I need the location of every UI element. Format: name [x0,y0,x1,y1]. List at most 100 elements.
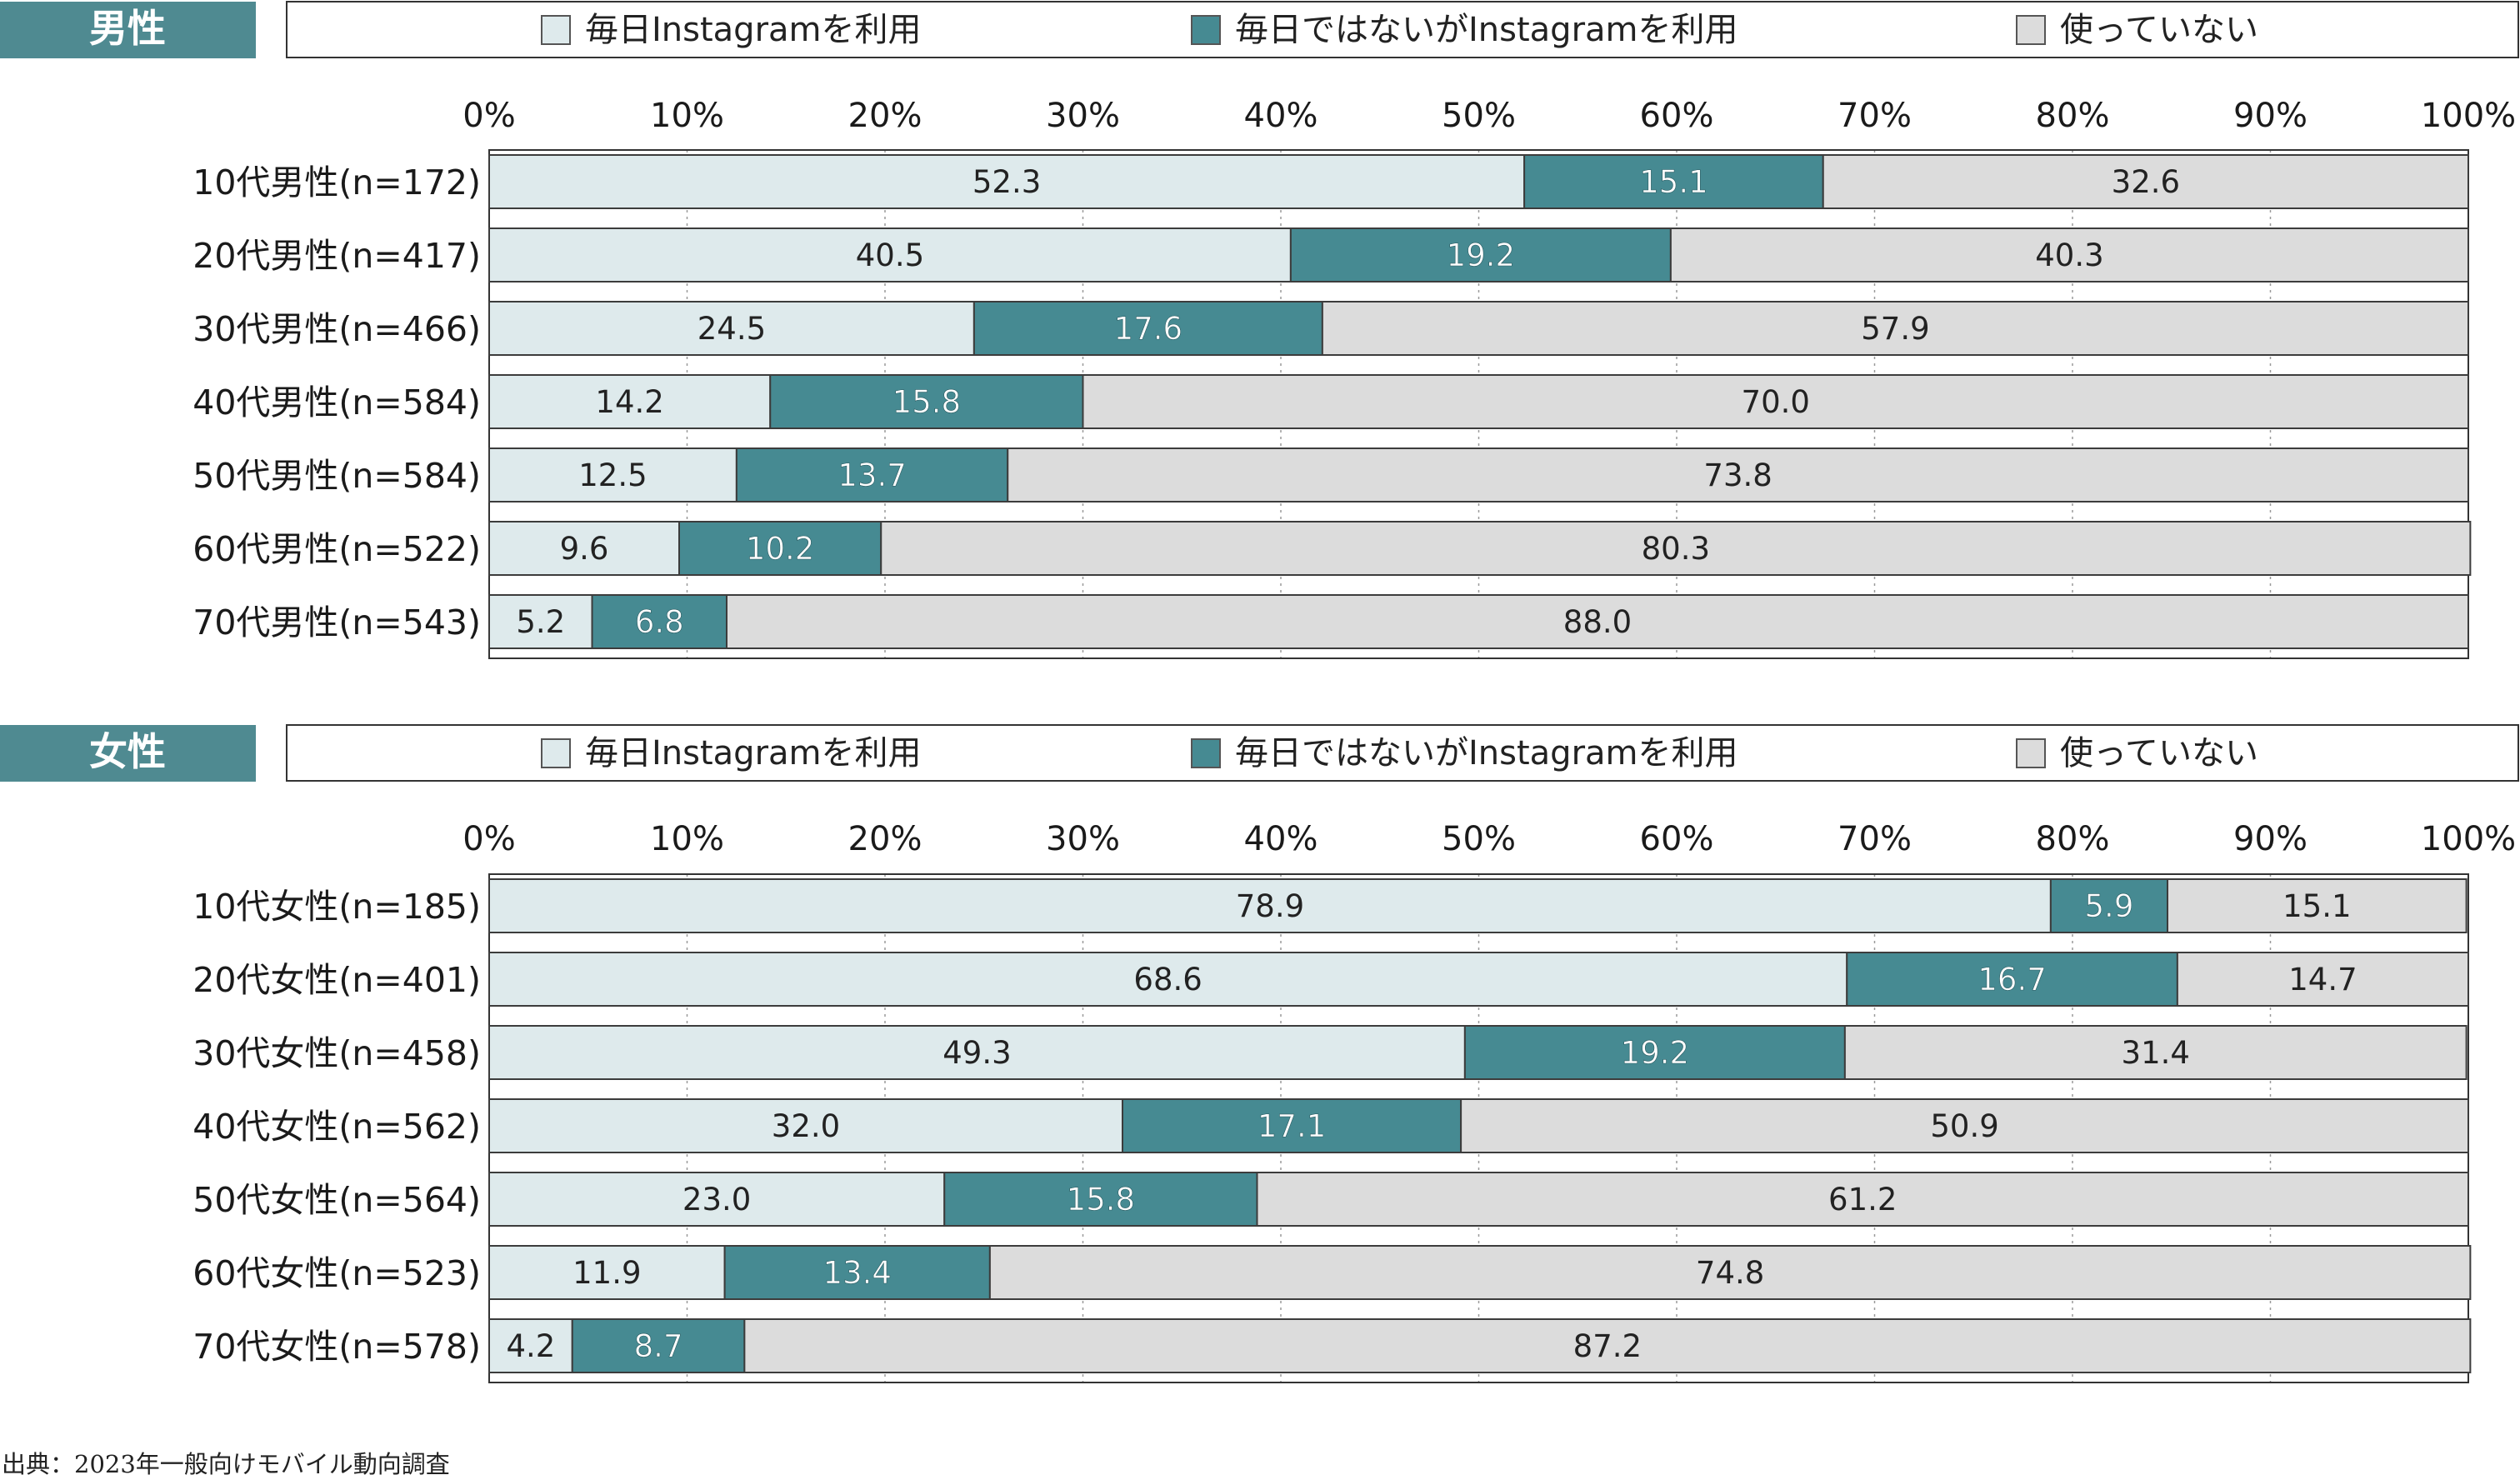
data-label: 70.0 [1742,384,1810,420]
tick-label: 40% [1244,97,1318,135]
tick-label: 60% [1640,97,1714,135]
bar-segment [1463,1025,1846,1080]
legend-swatch [1191,15,1221,45]
data-label: 6.8 [635,604,684,640]
chart-panel-0: 男性 毎日Instagramを利用 毎日ではないがInstagramを利用 使っていな… [0,1,2519,659]
bar-segment [488,1098,1123,1153]
data-label: 78.9 [1236,888,1304,924]
data-label: 87.2 [1573,1328,1642,1364]
tick-label: 60% [1640,820,1714,858]
data-label: 5.9 [2085,888,2134,924]
data-label: 12.5 [578,458,647,493]
legend-swatch [1191,738,1221,768]
legend-swatch [541,15,571,45]
data-label: 19.2 [1447,238,1515,273]
tick-label: 40% [1244,820,1318,858]
bar-segment [571,1318,746,1373]
tick-label: 50% [1442,820,1516,858]
tick-label: 100% [2421,820,2516,858]
data-label: 10.2 [746,531,814,567]
panel-badge [0,2,256,58]
tick-label: 20% [848,820,922,858]
tick-label: 0% [462,820,515,858]
data-label: 61.2 [1828,1182,1897,1218]
data-label: 15.8 [1067,1182,1135,1218]
bar-segment [1460,1098,2469,1153]
bar-segment [1082,374,2469,429]
legend-label: 使っていない [2060,734,2258,772]
data-label: 9.6 [560,531,609,567]
panel-label: 女性 [89,729,166,774]
bar-segment [488,878,2052,933]
data-label: 74.8 [1696,1255,1764,1291]
data-label: 14.2 [595,384,663,420]
data-label: 16.7 [1978,962,2046,998]
data-label: 8.7 [634,1328,683,1364]
bar-segment [1843,1025,2468,1080]
bar-segment [488,1025,1466,1080]
legend-label: 毎日Instagramを利用 [585,11,922,49]
tick-label: 90% [2233,820,2308,858]
category-label: 10代女性(n=185) [192,887,481,927]
legend-box [286,724,2519,782]
category-label: 50代女性(n=564) [192,1180,481,1220]
bar-segment [723,1245,991,1300]
category-label: 50代男性(n=584) [192,456,481,496]
bar-segment [488,374,772,429]
legend-swatch [2016,738,2046,768]
data-label: 19.2 [1621,1035,1689,1071]
data-label: 88.0 [1563,604,1632,640]
tick-label: 50% [1442,97,1516,135]
tick-label: 0% [462,97,515,135]
data-label: 13.7 [838,458,906,493]
legend-box [286,1,2519,58]
data-label: 17.6 [1114,311,1182,347]
bar-segment [2167,878,2468,933]
data-label: 57.9 [1861,311,1929,347]
source-note: 出典：2023年一般向けモバイル動向調査 [2,1450,450,1478]
legend-label: 毎日Instagramを利用 [585,734,922,772]
bar-segment [1669,228,2469,282]
data-label: 15.1 [2282,888,2351,924]
bar-segment [1007,448,2469,502]
tick-label: 90% [2233,97,2308,135]
bar-segment [1321,301,2469,356]
data-label: 32.6 [2112,164,2180,200]
category-label: 20代男性(n=417) [192,236,481,276]
data-label: 68.6 [1133,962,1202,998]
bar-segment [988,1245,2472,1300]
bar-segment [488,594,593,649]
data-label: 49.3 [942,1035,1011,1071]
category-label: 40代女性(n=562) [192,1107,481,1147]
bar-segment [488,154,1526,209]
category-label: 30代女性(n=458) [192,1033,481,1073]
category-label: 20代女性(n=401) [192,960,481,1000]
bar-segment [2176,952,2469,1007]
bar-segment [743,1318,2472,1373]
data-label: 24.5 [698,311,766,347]
category-label: 40代男性(n=584) [192,382,481,422]
bar-segment [1846,952,2178,1007]
tick-label: 20% [848,97,922,135]
tick-label: 30% [1046,97,1120,135]
category-label: 70代女性(n=578) [192,1327,481,1367]
bar-segment [2049,878,2168,933]
tick-label: 70% [1838,820,1912,858]
tick-label: 70% [1838,97,1912,135]
panel-badge [0,725,256,782]
bar-segment [769,374,1084,429]
bar-segment [735,448,1009,502]
data-label: 15.1 [1639,164,1708,200]
category-label: 60代男性(n=522) [192,529,481,569]
data-label: 40.3 [2035,238,2103,273]
bar-segment [1822,154,2469,209]
category-label: 70代男性(n=543) [192,602,481,642]
data-label: 31.4 [2122,1035,2190,1071]
bar-segment [972,301,1323,356]
data-label: 13.4 [823,1255,892,1291]
data-label: 32.0 [772,1108,840,1144]
data-label: 50.9 [1930,1108,1998,1144]
bar-segment [1256,1172,2469,1227]
legend-label: 使っていない [2060,11,2258,49]
